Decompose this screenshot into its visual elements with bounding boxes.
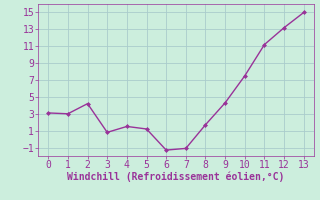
X-axis label: Windchill (Refroidissement éolien,°C): Windchill (Refroidissement éolien,°C)	[67, 172, 285, 182]
